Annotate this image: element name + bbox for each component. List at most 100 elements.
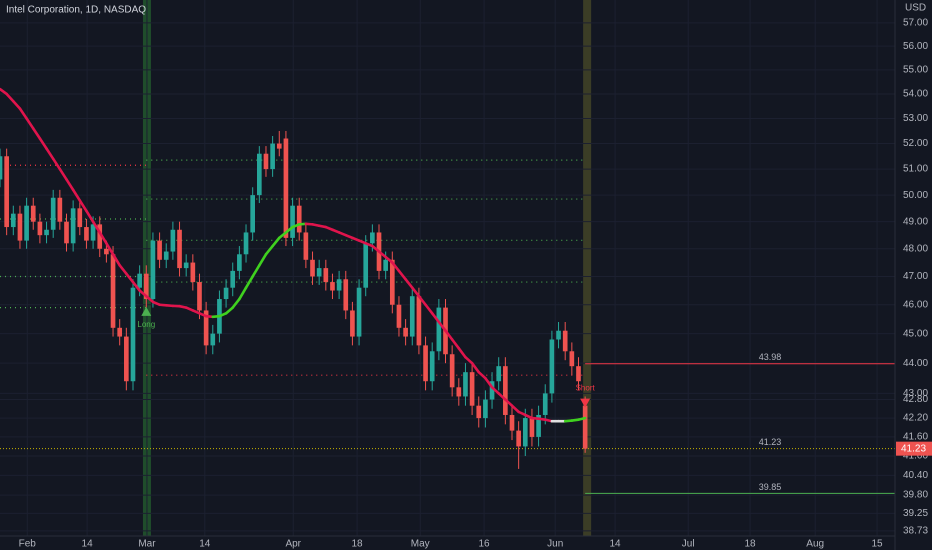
trend-line-segment (477, 370, 487, 380)
x-tick-label: 18 (352, 539, 364, 550)
trend-line-segment (58, 167, 68, 181)
y-tick-label: 52.00 (903, 138, 928, 149)
candle-body (137, 273, 142, 288)
y-tick-label: 42.80 (903, 394, 928, 405)
candle-body (130, 287, 136, 382)
x-tick-label: 16 (479, 539, 491, 550)
candle-body (10, 213, 16, 228)
y-tick-label: 44.00 (903, 358, 928, 369)
trend-line-segment (504, 398, 514, 407)
candle-body (576, 366, 581, 382)
candle-body (197, 282, 202, 311)
trend-line-segment (138, 289, 148, 298)
candle-body (363, 243, 369, 288)
x-tick-label: 15 (871, 539, 883, 550)
candle-body (237, 254, 242, 271)
candle-body (190, 262, 196, 283)
x-tick-label: 14 (610, 539, 622, 550)
highlight-band (583, 0, 592, 536)
y-tick-label: 39.25 (903, 508, 928, 519)
y-tick-label: 42.20 (903, 413, 928, 424)
candle-body (449, 354, 455, 388)
trend-line-segment (424, 303, 434, 315)
candle-body (97, 224, 103, 249)
candle-body (57, 197, 63, 222)
y-tick-label: 41.00 (903, 451, 928, 462)
y-tick-label: 55.00 (903, 64, 928, 75)
candle-body (503, 366, 508, 415)
candle-body (296, 205, 302, 233)
trend-line-segment (0, 87, 8, 96)
candle-body (0, 156, 3, 180)
trend-line-segment (231, 297, 241, 309)
candle-body (569, 351, 575, 367)
trend-line-segment (238, 286, 248, 301)
trend-line-segment (490, 386, 500, 395)
x-tick-label: 14 (82, 539, 94, 550)
trend-line-segment (277, 231, 288, 240)
trend-line-segment (417, 294, 427, 307)
trend-line-segment (464, 355, 474, 365)
candle-body (556, 330, 561, 340)
x-tick-label: Mar (138, 539, 156, 550)
candle-body (110, 254, 116, 328)
signal-marker (141, 306, 152, 316)
candle-body (37, 221, 43, 236)
trend-line-segment (404, 277, 414, 290)
candle-body (456, 387, 462, 397)
last-price-label: 41.23 (901, 443, 926, 454)
trend-line-segment (85, 209, 95, 223)
trend-line-segment (144, 294, 155, 304)
y-tick-label: 51.00 (903, 164, 928, 175)
candle-body (90, 224, 96, 241)
y-tick-label: 43.00 (903, 388, 928, 399)
candle-body (250, 195, 256, 233)
trend-line-segment (18, 107, 28, 120)
candle-body (4, 156, 9, 228)
candle-body (463, 372, 468, 397)
candle-body (370, 232, 375, 244)
candle-body (336, 279, 342, 291)
candle-body (416, 296, 422, 346)
y-tick-label: 49.00 (903, 216, 928, 227)
candle-body (223, 287, 229, 300)
candle-body (509, 414, 515, 431)
trend-line-segment (244, 275, 254, 290)
y-tick-label: 45.00 (903, 328, 928, 339)
candle-body (77, 208, 83, 228)
candle-body (104, 248, 109, 255)
trend-line-segment (264, 244, 274, 256)
candle-body (263, 153, 269, 170)
candle-body (483, 399, 488, 419)
candle-body (323, 268, 329, 283)
trend-line-segment (410, 286, 421, 298)
candle-body (150, 240, 156, 300)
candle-body (170, 229, 176, 252)
y-tick-label: 56.00 (903, 41, 928, 52)
trend-line-segment (131, 280, 141, 292)
candle-body (270, 143, 275, 170)
candle-body (64, 221, 69, 244)
candle-body (582, 405, 588, 449)
x-tick-label: 14 (199, 539, 211, 550)
x-tick-label: Apr (285, 539, 301, 550)
candle-body (383, 259, 388, 271)
candle-body (516, 430, 521, 447)
y-tick-label: 57.00 (903, 18, 928, 29)
candle-body (124, 336, 129, 382)
price-line-label: 43.98 (759, 352, 782, 362)
candle-body (30, 205, 36, 222)
y-tick-label: 50.00 (903, 190, 928, 201)
candle-body (356, 287, 362, 337)
trend-line-segment (437, 320, 447, 333)
trend-line-segment (470, 361, 481, 374)
candle-body (436, 307, 442, 352)
candle-body (210, 333, 216, 346)
price-line-label: 39.85 (759, 482, 782, 492)
trend-line-segment (377, 250, 387, 259)
trend-line-segment (98, 231, 108, 245)
trend-line-segment (577, 416, 587, 421)
y-tick-label: 38.73 (903, 526, 928, 537)
signal-label: Long (137, 320, 155, 329)
candle-body (243, 232, 249, 255)
